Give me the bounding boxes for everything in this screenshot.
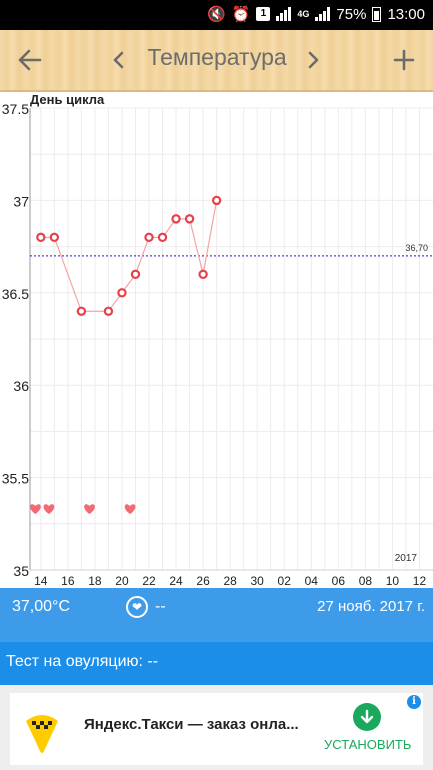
info-icon[interactable]: i [407, 695, 421, 709]
heart-marker [30, 504, 41, 515]
x-tick-label: 02 [278, 574, 292, 588]
data-point [184, 214, 195, 224]
reference-label: 36,70 [405, 243, 428, 253]
temperature-value: 37,00°C [12, 598, 70, 615]
heart-marker [124, 504, 136, 515]
back-button[interactable] [10, 40, 50, 80]
x-tick-label: 28 [223, 574, 237, 588]
network-type: 4G [297, 9, 310, 19]
x-tick-label: 24 [169, 574, 183, 588]
x-tick-label: 04 [305, 574, 319, 588]
next-chart-button[interactable] [300, 40, 328, 80]
y-axis-label: День цикла [30, 92, 105, 107]
taxi-logo-icon [26, 715, 58, 753]
data-point [117, 288, 127, 298]
x-tick-label: 20 [115, 574, 129, 588]
x-tick-label: 26 [196, 574, 210, 588]
ovulation-test-bar[interactable]: Тест на овуляцию: -- [0, 642, 433, 685]
x-tick-label: 14 [34, 574, 48, 588]
heart-marker [43, 504, 55, 515]
data-point [130, 269, 141, 280]
status-bar: 🔇 ⏰ 1 4G 75% 13:00 [0, 0, 433, 30]
y-tick-label: 35 [13, 563, 29, 579]
x-tick-label: 08 [359, 574, 373, 588]
signal-icon [315, 7, 331, 21]
selected-date: 27 нояб. 2017 г. [317, 598, 425, 615]
arrow-left-icon [18, 49, 42, 71]
y-tick-label: 36 [13, 378, 29, 394]
install-button[interactable]: УСТАНОВИТЬ [324, 737, 412, 752]
y-tick-label: 36.5 [2, 286, 29, 302]
previous-chart-button[interactable] [104, 40, 132, 80]
chevron-right-icon [308, 51, 319, 69]
chart-canvas: 36,70 35 35.5 36 36.5 37 37.5 14 16 18 20 22 24 26 28… [2, 92, 433, 588]
data-point [49, 232, 60, 243]
ad-card[interactable]: Яндекс.Такси — заказ онла... УСТАНОВИТЬ … [10, 693, 423, 765]
year-label: 2017 [395, 553, 418, 564]
x-tick-label: 22 [142, 574, 156, 588]
data-point [36, 232, 46, 243]
x-tick-label: 10 [386, 574, 400, 588]
data-point [144, 232, 154, 243]
data-point [157, 232, 168, 243]
page-title: Температура [147, 44, 287, 70]
y-tick-label: 37.5 [2, 101, 29, 117]
data-point [211, 195, 222, 206]
heart-circle-icon[interactable]: ❤ [126, 596, 148, 618]
plus-icon [393, 49, 415, 71]
download-icon[interactable] [353, 703, 381, 731]
data-point [171, 214, 181, 224]
x-tick-label: 06 [332, 574, 346, 588]
heart-value: -- [155, 598, 166, 615]
day-info-bar[interactable]: 37,00°C ❤ -- 27 нояб. 2017 г. [0, 588, 433, 642]
temperature-chart[interactable]: 36,70 35 35.5 36 36.5 37 37.5 14 16 18 20 22 24 26 28… [0, 92, 433, 588]
data-point [198, 269, 208, 280]
notification-icon: 1 [256, 7, 271, 21]
heart-marker [84, 504, 95, 515]
toolbar: Температура [0, 30, 433, 92]
data-point [103, 306, 114, 316]
alarm-icon: ⏰ [231, 6, 251, 23]
x-tick-label: 12 [413, 574, 427, 588]
chevron-left-icon [113, 51, 124, 69]
x-tick-label: 18 [88, 574, 102, 588]
data-point [76, 306, 87, 316]
battery-icon [372, 6, 382, 22]
sim-signal-icon [276, 7, 292, 21]
series-line [40, 200, 218, 312]
battery-percent: 75% [336, 5, 367, 23]
mute-icon: 🔇 [207, 6, 226, 23]
x-tick-label: 30 [251, 574, 265, 588]
x-tick-label: 16 [61, 574, 75, 588]
ovulation-test-label: Тест на овуляцию: -- [6, 653, 159, 670]
ad-banner: Яндекс.Такси — заказ онла... УСТАНОВИТЬ … [0, 685, 433, 770]
clock: 13:00 [387, 5, 425, 23]
y-tick-label: 35.5 [2, 471, 29, 487]
y-tick-label: 37 [13, 193, 29, 209]
add-button[interactable] [384, 40, 424, 80]
ad-title: Яндекс.Такси — заказ онла... [84, 716, 299, 733]
